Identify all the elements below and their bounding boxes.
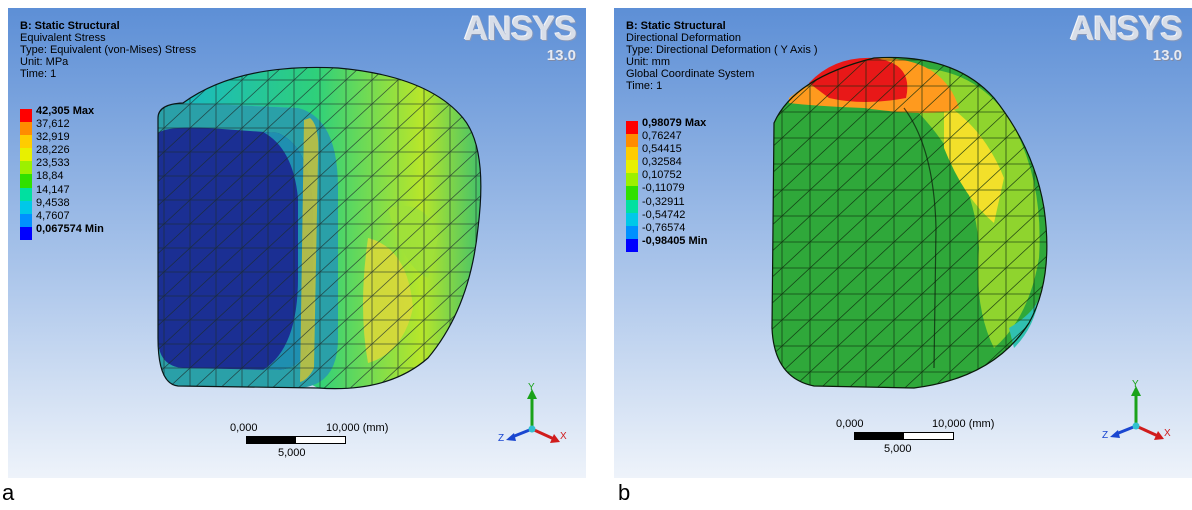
scale-end-label: 10,000 (mm) — [932, 418, 995, 430]
scale-bar-graphic — [246, 436, 346, 444]
legend-label: 42,305 Max — [36, 105, 95, 117]
result-type: Equivalent Stress — [20, 32, 106, 44]
scale-mid-label: 5,000 — [884, 443, 912, 455]
panel-b-viewport[interactable]: B: Static Structural Directional Deforma… — [614, 8, 1192, 478]
brand-version: 13.0 — [546, 47, 576, 64]
panel-a-letter: a — [2, 480, 15, 505]
legend-label: -0,98405 Min — [642, 234, 708, 247]
result-header: B: Static Structural Directional Deforma… — [626, 20, 818, 92]
legend-swatch — [626, 134, 638, 148]
legend-label: -0,54742 — [642, 208, 686, 221]
scale-bar: 0,000 10,000 (mm) 5,000 — [230, 422, 420, 462]
legend-label: 0,54415 — [642, 143, 682, 156]
panel-a-viewport[interactable]: B: Static Structural Equivalent Stress T… — [8, 8, 586, 478]
legend-label: 0,10752 — [642, 169, 682, 182]
brand-name: ANSYS — [463, 10, 577, 48]
legend-swatch — [626, 238, 638, 252]
scale-bar: 0,000 10,000 (mm) 5,000 — [836, 418, 1026, 458]
legend-label: 4,7607 — [36, 209, 70, 222]
legend-swatch — [626, 160, 638, 174]
legend-label: -0,11079 — [642, 182, 685, 195]
legend-label: -0,76574 — [642, 221, 686, 234]
legend-label: 14,147 — [36, 183, 70, 196]
result-time: Time: 1 — [20, 68, 57, 80]
legend-swatch — [20, 109, 32, 123]
legend-swatch — [20, 226, 32, 240]
panel-b-render — [614, 8, 1192, 478]
legend-label: -0,32911 — [642, 195, 685, 208]
legend-label: 0,067574 Min — [36, 222, 104, 235]
legend-label: 32,919 — [36, 131, 70, 144]
legend-label: 0,98079 Max — [642, 117, 707, 129]
scale-start-label: 0,000 — [836, 418, 864, 430]
scale-mid-label: 5,000 — [278, 447, 306, 459]
brand-name: ANSYS — [1069, 10, 1183, 48]
result-type: Directional Deformation — [626, 32, 741, 44]
legend-swatch — [626, 225, 638, 239]
legend-swatch — [626, 147, 638, 161]
ansys-logo: ANSYS 13.0 — [463, 10, 577, 64]
legend-swatch — [626, 121, 638, 135]
triad-z-label: Z — [498, 433, 504, 444]
legend-swatch — [626, 199, 638, 213]
legend-label: 0,76247 — [642, 130, 682, 143]
result-time: Time: 1 — [626, 80, 663, 92]
legend-label: 28,226 — [36, 144, 70, 157]
triad-x-label: X — [560, 431, 567, 442]
legend-swatch — [20, 174, 32, 188]
scale-end-label: 10,000 (mm) — [326, 422, 389, 434]
legend-swatch — [20, 187, 32, 201]
legend-swatch — [626, 173, 638, 187]
analysis-title: B: Static Structural — [20, 20, 120, 32]
panel-a-render — [8, 8, 586, 478]
legend-label: 23,533 — [36, 157, 70, 170]
legend-swatch — [626, 212, 638, 226]
ansys-logo: ANSYS 13.0 — [1069, 10, 1183, 64]
result-header: B: Static Structural Equivalent Stress T… — [20, 20, 196, 80]
scale-start-label: 0,000 — [230, 422, 258, 434]
scale-bar-graphic — [854, 432, 954, 440]
coordinate-triad: Y X Z — [1102, 380, 1171, 441]
legend-label: 0,32584 — [642, 156, 682, 169]
legend-swatch — [20, 200, 32, 214]
result-unit: Unit: MPa — [20, 56, 69, 68]
legend-label: 9,4538 — [36, 196, 70, 209]
legend-swatch — [626, 186, 638, 200]
result-subtype: Type: Directional Deformation ( Y Axis ) — [626, 44, 818, 56]
triad-y-label: Y — [1132, 380, 1139, 390]
legend-swatch — [20, 135, 32, 149]
legend-swatch — [20, 122, 32, 136]
triad-z-label: Z — [1102, 430, 1108, 441]
triad-y-label: Y — [528, 383, 535, 393]
triad-x-label: X — [1164, 428, 1171, 439]
panel-b-letter: b — [618, 480, 631, 505]
legend-label: 37,612 — [36, 118, 70, 131]
brand-version: 13.0 — [1152, 47, 1182, 64]
result-coordinate-system: Global Coordinate System — [626, 68, 755, 80]
result-unit: Unit: mm — [626, 56, 670, 68]
legend-swatch — [20, 148, 32, 162]
legend-swatch — [20, 213, 32, 227]
result-subtype: Type: Equivalent (von-Mises) Stress — [20, 44, 197, 56]
analysis-title: B: Static Structural — [626, 20, 726, 32]
legend-swatch — [20, 161, 32, 175]
coordinate-triad: Y X Z — [498, 383, 567, 444]
legend-label: 18,84 — [36, 170, 64, 183]
